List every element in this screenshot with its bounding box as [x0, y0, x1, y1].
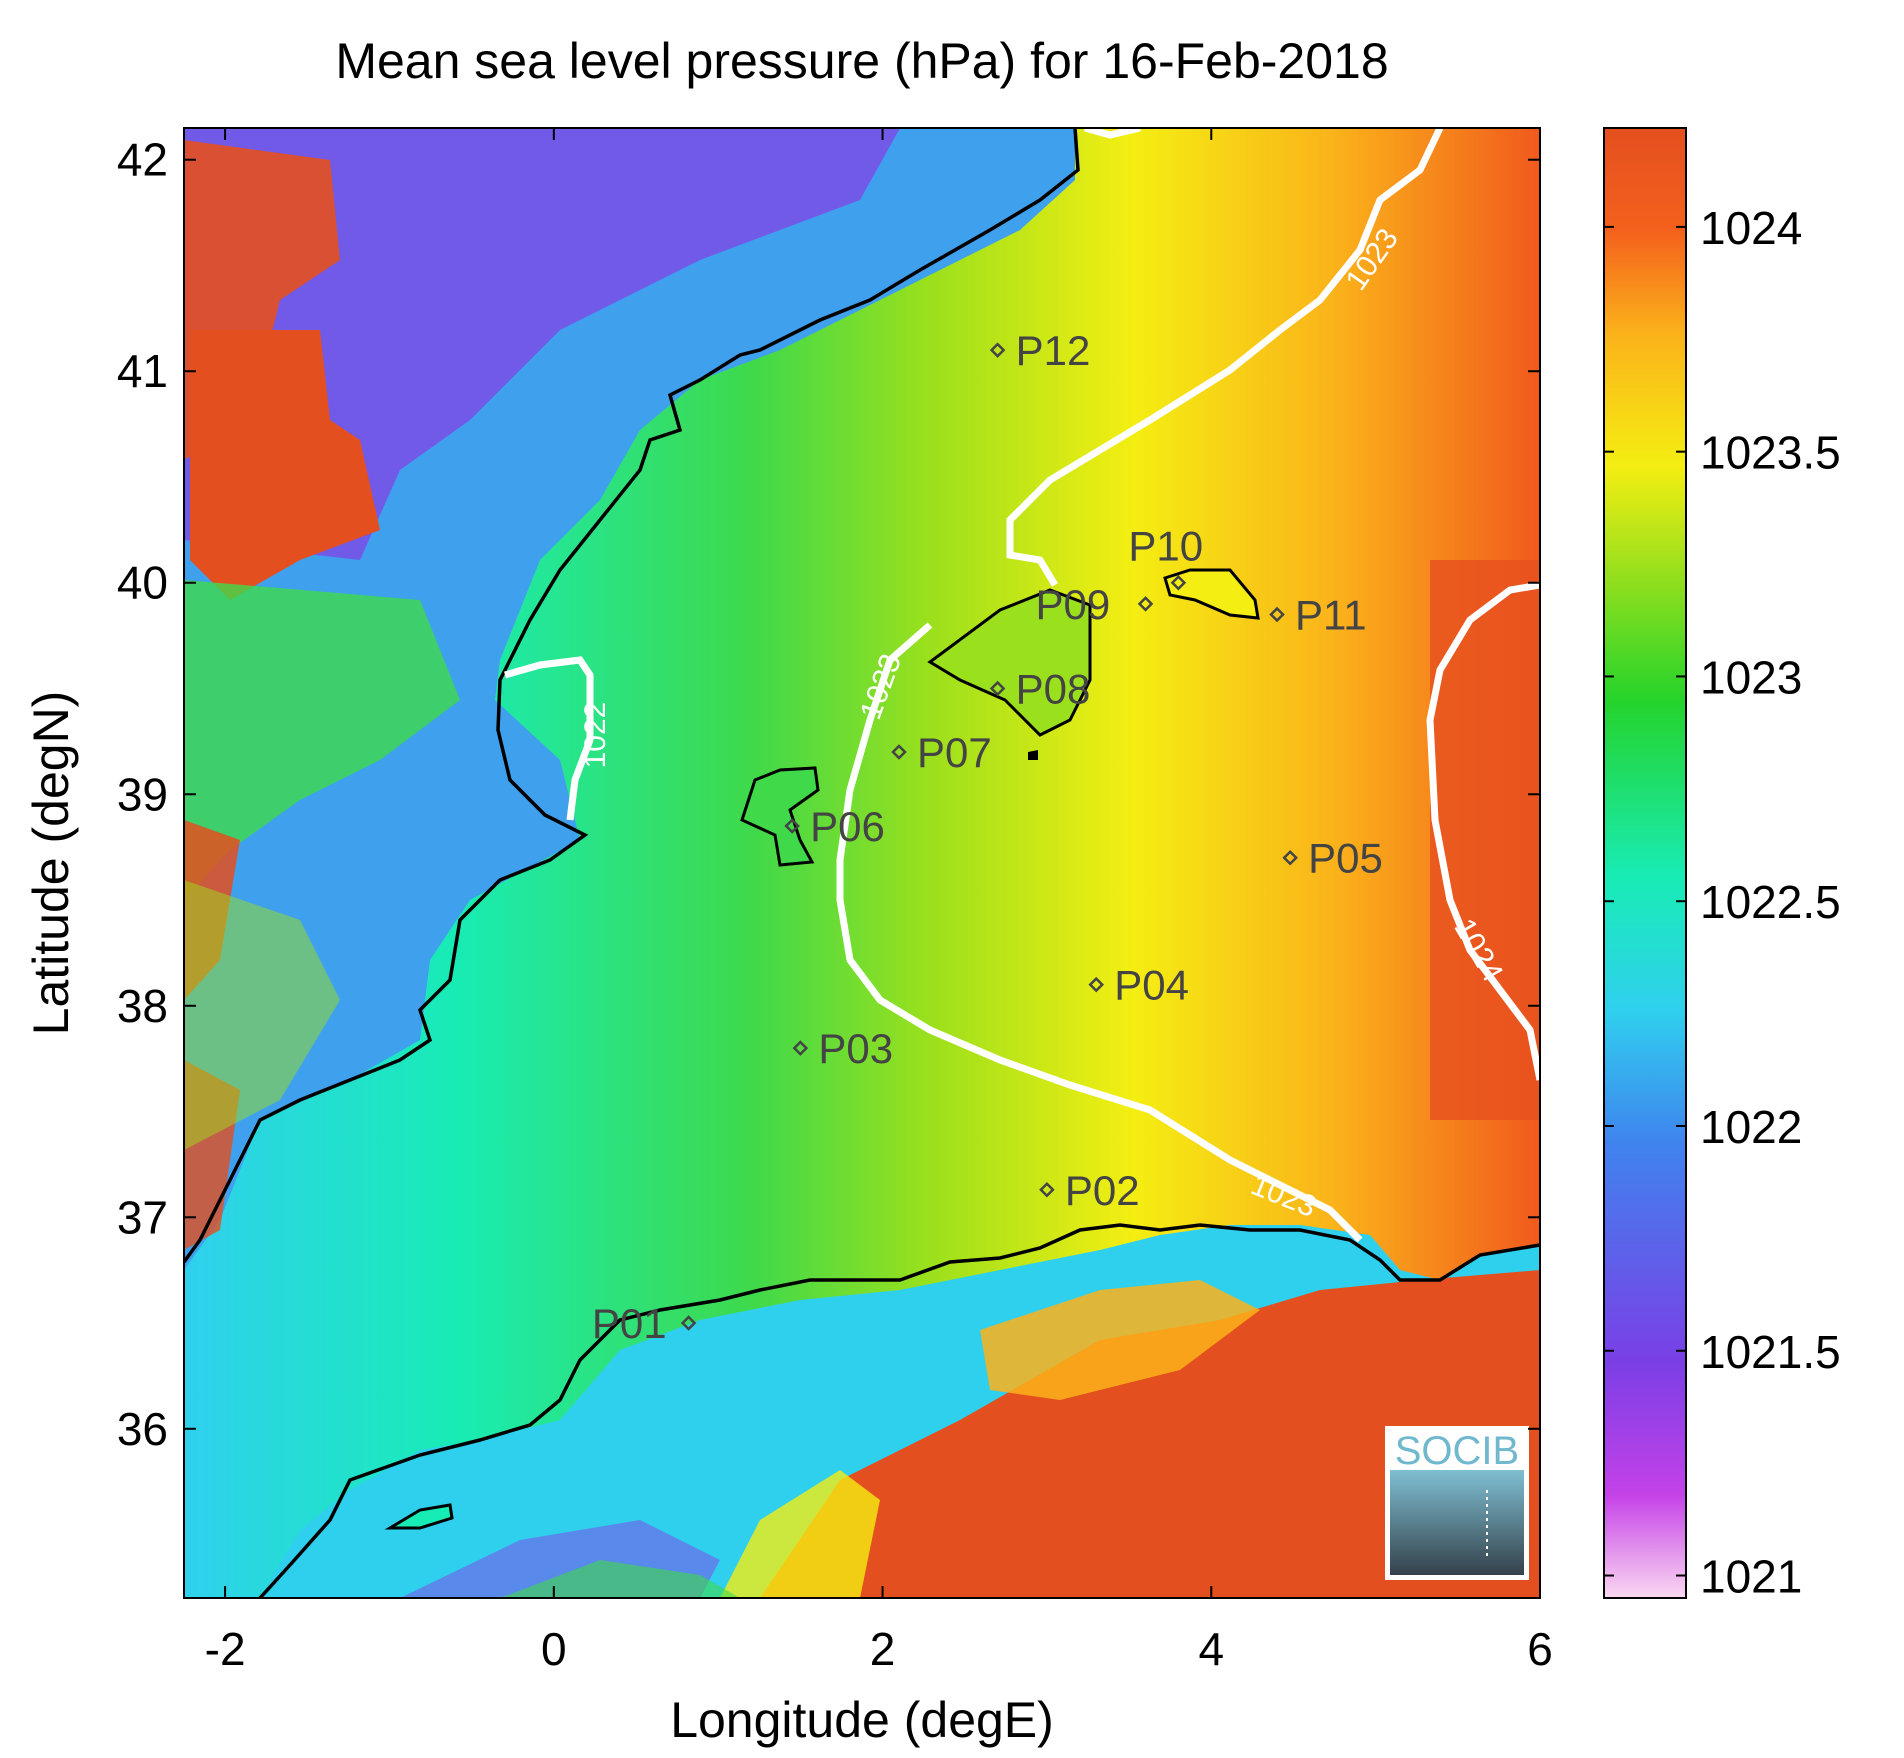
y-tick-label: 36 — [117, 1403, 168, 1455]
station-label: P11 — [1295, 591, 1367, 638]
isobar-1023-north-tip — [1084, 128, 1141, 139]
station-p10: P10 — [1128, 523, 1203, 591]
station-marker — [1039, 1182, 1055, 1198]
station-label: P12 — [1016, 327, 1091, 374]
x-tick-label: 6 — [1527, 1623, 1553, 1675]
station-label: P05 — [1308, 835, 1383, 882]
station-marker — [1088, 976, 1104, 993]
station-p06: P06 — [784, 803, 885, 850]
colorbar — [1603, 127, 1687, 1599]
station-p09: P09 — [1036, 581, 1154, 628]
y-tick-label: 38 — [117, 980, 168, 1032]
x-axis-label: Longitude (degE) — [670, 1692, 1054, 1748]
contour-label-1022: 1022 — [579, 702, 612, 769]
x-tick-label: 2 — [870, 1623, 896, 1675]
station-marker — [792, 1040, 809, 1056]
station-label: P03 — [818, 1025, 893, 1072]
alboran-island — [384, 1503, 454, 1530]
ibiza-island — [740, 766, 820, 867]
station-marker — [1269, 606, 1285, 623]
station-p07: P07 — [891, 729, 992, 776]
station-p03: P03 — [792, 1025, 893, 1072]
station-label: P09 — [1036, 581, 1111, 628]
station-p02: P02 — [1039, 1167, 1140, 1214]
station-label: P04 — [1114, 962, 1189, 1009]
y-axis-label: Latitude (degN) — [23, 691, 79, 1036]
colorbar-tick-label: 1022.5 — [1700, 876, 1841, 928]
y-tick-label: 39 — [117, 768, 168, 820]
x-tick-label: -2 — [205, 1623, 246, 1675]
station-p08: P08 — [989, 666, 1091, 713]
station-p12: P12 — [989, 327, 1091, 374]
station-p04: P04 — [1088, 962, 1189, 1009]
axes: -2 0 2 4 6 42 41 40 39 38 37 36 — [117, 128, 1553, 1675]
iberia-coastline — [184, 128, 1080, 1264]
station-marker — [989, 680, 1006, 697]
station-p05: P05 — [1282, 835, 1383, 882]
station-label: P10 — [1128, 523, 1203, 570]
y-tick-label: 37 — [117, 1191, 168, 1243]
y-tick-label: 40 — [117, 557, 168, 609]
station-p01: P01 — [592, 1300, 697, 1347]
colorbar-ticks: 1024 1023.5 1023 1022.5 1022 1021.5 1021 — [1604, 202, 1841, 1603]
station-points: P01 P02 P03 P04 P05 P06 P07 P08 P09 P10 P11 P12 — [592, 327, 1383, 1347]
station-marker — [680, 1315, 697, 1331]
station-marker — [1137, 596, 1154, 612]
plot-frame — [183, 127, 1541, 1599]
colorbar-tick-label: 1021.5 — [1700, 1326, 1841, 1378]
station-marker — [784, 818, 800, 834]
station-label: P06 — [810, 803, 885, 850]
colorbar-tick-label: 1023.5 — [1700, 427, 1841, 479]
station-label: P02 — [1065, 1167, 1140, 1214]
chart-title: Mean sea level pressure (hPa) for 16-Feb… — [335, 33, 1388, 89]
colorbar-tick-label: 1024 — [1700, 202, 1802, 254]
isobar-1023-north — [1006, 128, 1444, 587]
station-label: P08 — [1016, 666, 1091, 713]
y-tick-label: 41 — [117, 345, 168, 397]
colorbar-tick-label: 1022 — [1700, 1101, 1802, 1153]
x-tick-label: 4 — [1198, 1623, 1224, 1675]
mallorca-island — [927, 588, 1092, 737]
svg-text:SOCIB: SOCIB — [1395, 1429, 1519, 1473]
map-plot-area: 1022 1023 1023 1023 1024 P01P02P03P04P05… — [184, 128, 1540, 1598]
station-label: P01 — [592, 1300, 667, 1347]
isobar-1024 — [1426, 581, 1540, 1081]
colorbar-tick-label: 1023 — [1700, 651, 1802, 703]
station-p11: P11 — [1269, 591, 1367, 638]
africa-coastline — [258, 1223, 1540, 1598]
station-marker — [891, 744, 907, 760]
cabrera-island — [1028, 750, 1038, 760]
menorca-island — [1163, 568, 1260, 620]
station-label: P07 — [917, 729, 992, 776]
station-marker — [989, 342, 1006, 358]
colorbar-tick-label: 1021 — [1700, 1551, 1802, 1603]
x-tick-label: 0 — [541, 1623, 567, 1675]
isobar-1023-south — [836, 622, 1363, 1243]
socib-logo: SOCIB — [1385, 1426, 1529, 1580]
y-tick-label: 42 — [117, 134, 168, 186]
isobar-1022 — [504, 656, 594, 821]
station-marker — [1170, 574, 1187, 591]
station-marker — [1282, 849, 1298, 866]
